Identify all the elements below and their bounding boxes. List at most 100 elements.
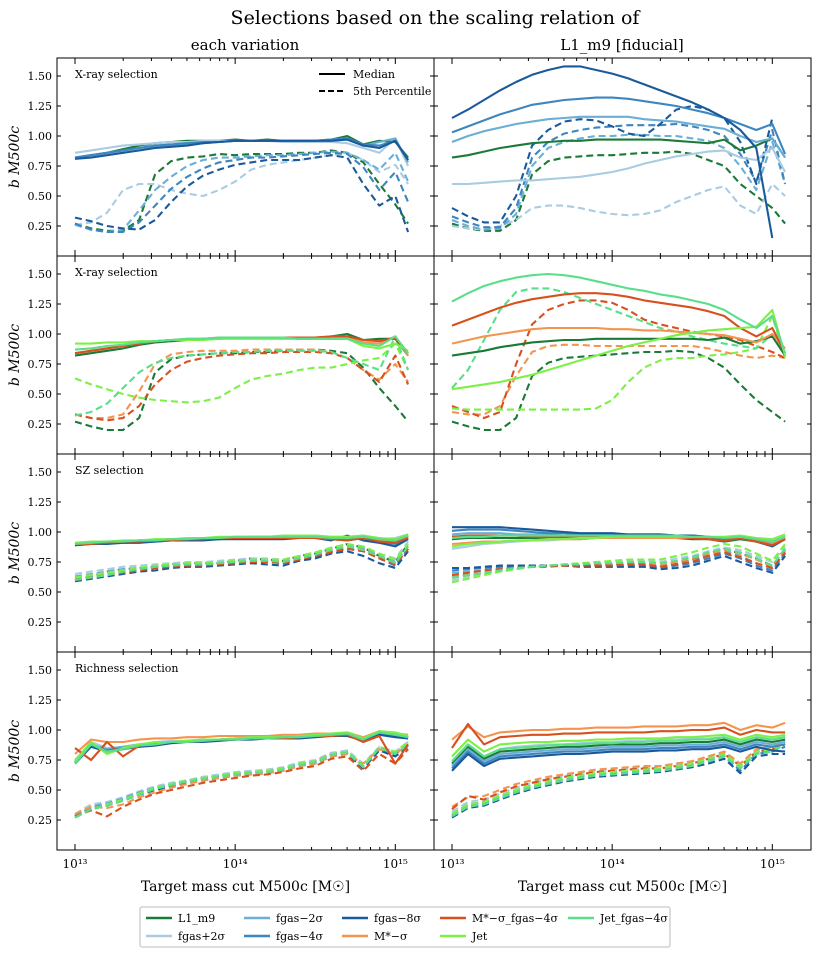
series-Jet-median-line <box>74 730 409 762</box>
series-Jet_fgas−4σ-p5-line <box>74 335 410 417</box>
series-M*−σ-p5-line <box>74 348 409 420</box>
x-tick-label: 10¹⁴ <box>600 857 625 871</box>
series-group <box>451 272 787 432</box>
series-Jet_fgas−4σ-median-line <box>451 736 786 762</box>
y-tick-label: 1.25 <box>28 298 53 311</box>
legend-label-L1_m9: L1_m9 <box>178 912 215 925</box>
panel-frame <box>433 57 812 257</box>
series-M*−σ_fgas−4σ-p5-line <box>74 350 410 422</box>
series-fgas+2σ-p5-line <box>451 182 786 231</box>
y-tick-label: 1.50 <box>28 268 53 281</box>
panel-r0-c0: 0.25 0.50 0.75 1.00 1.25 1.50 b M500c X-ray sel… <box>7 57 435 257</box>
series-L1_m9-p5-line <box>74 149 409 232</box>
column-title-left: each variation <box>191 36 300 54</box>
y-tick-label: 0.50 <box>28 190 53 203</box>
legend-label-fgas−4σ: fgas−4σ <box>276 930 324 943</box>
y-tick-label: 1.50 <box>28 70 53 83</box>
panel-r3-c1: 10¹³ 10¹⁴ 10¹⁵ <box>433 651 812 871</box>
series-Jet-median-line <box>451 533 786 548</box>
series-group <box>451 526 786 584</box>
series-Jet_fgas−4σ-p5-line <box>74 743 409 819</box>
series-fgas−8σ-p5-line <box>74 154 410 233</box>
series-group <box>74 332 410 432</box>
series-fgas−8σ-median-line <box>74 138 409 161</box>
series-Jet_fgas−4σ-p5-line <box>451 287 787 389</box>
x-tick-label: 10¹³ <box>63 857 88 871</box>
series-fgas−8σ-median-line <box>451 65 774 239</box>
panel-r2-c1 <box>433 453 812 653</box>
y-tick-label: 0.75 <box>28 556 53 569</box>
series-fgas−4σ-median-line <box>451 96 787 155</box>
series-L1_m9-median-line <box>451 738 786 765</box>
figure-suptitle: Selections based on the scaling relation… <box>231 7 642 29</box>
y-tick-label: 1.25 <box>28 100 53 113</box>
y-tick-label: 0.50 <box>28 784 53 797</box>
y-tick-label: 0.25 <box>28 814 53 827</box>
y-tick-label: 0.25 <box>28 418 53 431</box>
series-fgas−4σ-median-line <box>451 743 786 770</box>
y-tick-label: 0.50 <box>28 388 53 401</box>
series-fgas+2σ-p5-line <box>74 151 409 226</box>
x-tick-label: 10¹³ <box>440 857 465 871</box>
series-group <box>74 533 409 583</box>
series-fgas−2σ-median-line <box>451 115 786 159</box>
y-tick-label: 0.25 <box>28 220 53 233</box>
series-Jet-p5-line <box>74 741 409 819</box>
series-Jet_fgas−4σ-median-line <box>451 534 786 543</box>
series-fgas−2σ-p5-line <box>74 150 410 234</box>
series-M*−σ_fgas−4σ-p5-line <box>451 743 786 811</box>
y-tick-label: 0.25 <box>28 616 53 629</box>
panel-frame <box>56 453 435 653</box>
series-Jet-median-line <box>451 733 786 758</box>
series-M*−σ-p5-line <box>451 343 786 416</box>
series-Jet-median-line <box>451 308 787 391</box>
y-tick-label: 1.00 <box>28 130 53 143</box>
legend-label-M*−σ: M*−σ <box>374 930 408 943</box>
y-tick-label: 1.25 <box>28 694 53 707</box>
series-Jet_fgas−4σ-p5-line <box>451 743 786 818</box>
series-Jet_fgas−4σ-median-line <box>74 534 409 546</box>
series-Jet_fgas−4σ-median-line <box>451 272 787 354</box>
series-fgas−8σ-p5-line <box>74 745 409 819</box>
y-tick-label: 1.00 <box>28 526 53 539</box>
legend-label-fgas−2σ: fgas−2σ <box>276 912 324 925</box>
series-M*−σ_fgas−4σ-median-line <box>451 292 787 354</box>
series-group <box>74 730 409 819</box>
series-Jet_fgas−4σ-median-line <box>74 731 409 765</box>
panel-r2-c0: 0.25 0.50 0.75 1.00 1.25 1.50 b M500c SZ select… <box>7 453 435 653</box>
series-fgas+2σ-median-line <box>452 146 787 186</box>
panel-selection-label: SZ selection <box>75 464 144 477</box>
x-tick-label: 10¹⁴ <box>223 857 248 871</box>
panel-grid: 0.25 0.50 0.75 1.00 1.25 1.50 b M500c X-ray sel… <box>7 57 812 895</box>
y-tick-label: 0.75 <box>28 358 53 371</box>
series-fgas+2σ-p5-line <box>74 741 409 815</box>
y-tick-label: 1.50 <box>28 664 53 677</box>
series-Jet-p5-line <box>451 542 786 584</box>
series-M*−σ-median-line <box>74 730 409 755</box>
series-M*−σ_fgas−4σ-p5-line <box>74 748 409 818</box>
x-axis-label: Target mass cut M500c [M☉] <box>141 879 350 895</box>
legend-label-fgas+2σ: fgas+2σ <box>178 930 226 943</box>
panel-frame <box>433 255 812 455</box>
y-tick-label: 1.00 <box>28 328 53 341</box>
panel-selection-label: X-ray selection <box>75 68 158 81</box>
series-Jet_fgas−4σ-median-line <box>74 335 409 354</box>
series-L1_m9-p5-line <box>451 741 786 815</box>
y-axis-label: b M500c <box>7 720 23 782</box>
series-fgas−8σ-p5-line <box>452 554 786 574</box>
series-fgas+2σ-p5-line <box>74 540 409 576</box>
panel-frame <box>433 453 812 653</box>
x-tick-label: 10¹⁵ <box>760 857 785 871</box>
series-fgas−8σ-median-line <box>451 745 786 772</box>
y-tick-label: 0.75 <box>28 754 53 767</box>
series-M*−σ_fgas−4σ-p5-line <box>74 547 409 582</box>
series-fgas−4σ-p5-line <box>74 151 410 234</box>
series-Jet_fgas−4σ-p5-line <box>74 545 409 582</box>
panel-frame <box>433 651 812 851</box>
series-Jet-p5-line <box>451 314 787 411</box>
panel-frame <box>56 255 435 455</box>
series-Jet-median-line <box>75 337 409 352</box>
series-L1_m9-median-line <box>451 137 786 159</box>
legend-label-fgas−8σ: fgas−8σ <box>374 912 422 925</box>
